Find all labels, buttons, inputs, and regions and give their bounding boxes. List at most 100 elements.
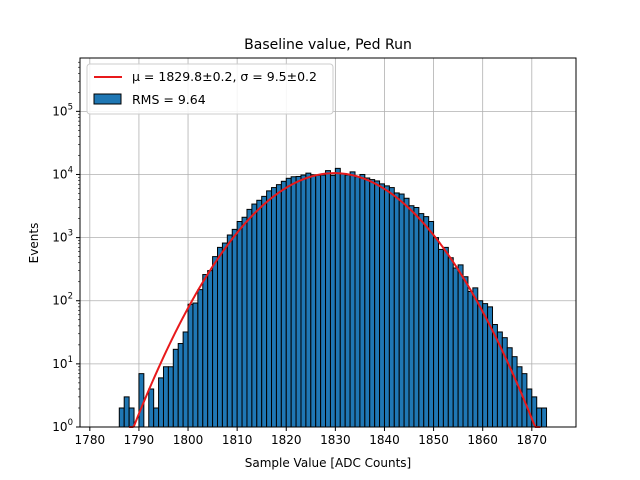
histogram-bar [354,176,361,428]
histogram-bar [516,366,523,428]
histogram-bar [226,234,233,428]
legend-box [86,63,334,115]
histogram-bar [374,180,381,428]
histogram-bar [295,175,302,428]
histogram-bar [177,343,184,428]
histogram-bar [172,348,179,428]
histogram-bar [320,174,327,428]
histogram-bar [241,216,248,428]
x-tick-label: 1850 [418,433,449,447]
histogram-bar [423,216,430,428]
histogram-bar [167,366,174,428]
histogram-bar [202,274,209,428]
histogram-bar [261,195,268,428]
x-tick-label: 1810 [222,433,253,447]
legend-histogram-label: RMS = 9.64 [132,92,206,107]
histogram-bar [379,183,385,428]
histogram-bar [305,172,312,428]
x-tick-label: 1860 [467,433,498,447]
histogram-bar [197,289,204,428]
histogram-bar [325,170,331,428]
legend-histogram-swatch [93,93,122,105]
histogram-bar [329,174,336,428]
histogram-bar [217,246,223,428]
histogram-bar [447,257,454,428]
histogram-bar [369,179,376,428]
histogram-bar [290,176,297,428]
axis-ticks: 1780 1790 1800 1810 1820 1830 1840 1850 1860 1870… [52,61,548,447]
histogram-bar [506,347,513,428]
histogram-bar [349,171,356,428]
chart-title: Baseline value, Ped Run [244,37,412,53]
y-tick-label: 101 [52,355,73,371]
legend: μ = 1829.8±0.2, σ = 9.5±0.2 RMS = 9.64 [86,63,334,115]
histogram-bar [433,237,439,428]
y-axis-label: Events [27,223,41,264]
histogram-bar [457,264,464,428]
y-tick-label: 103 [52,229,73,245]
histogram-bar [310,174,317,428]
x-tick-label: 1870 [517,433,548,447]
histogram-bar [315,174,322,428]
histogram-bar [153,407,160,428]
histogram-bar [442,246,449,428]
histogram-bar [123,396,130,428]
histogram-bar [398,193,405,428]
histogram-bar [246,208,253,428]
y-tick-label: 102 [52,292,73,308]
histogram-bar [300,174,307,428]
histogram-bar [118,407,125,428]
plot-frame [79,57,577,428]
histogram-bar [271,187,277,428]
histogram-bar [472,287,479,428]
histogram-bar [383,185,390,428]
histogram-bar [477,300,484,428]
y-tick-label: 104 [52,165,73,181]
histogram-bar [256,199,263,428]
histogram-bar [536,407,543,428]
histogram-bar [482,303,489,428]
x-tick-label: 1820 [271,433,302,447]
histogram-bar [128,407,135,428]
histogram-bar [275,184,282,428]
histogram-bar [162,366,169,428]
histogram-bar [467,291,474,428]
histogram-bar [148,388,155,428]
histogram-bar [221,242,228,428]
histogram-bar [541,407,548,428]
histogram-bar [280,180,287,428]
histogram-bar [452,267,459,428]
histogram-bar [231,228,238,428]
histogram-bar [403,197,410,428]
histogram-bar [251,203,258,428]
histogram-bar [182,331,189,428]
histogram-bar [236,220,243,428]
gaussian-fit-line [129,172,541,428]
histogram-bar [428,220,435,428]
x-tick-label: 1780 [75,433,106,447]
x-tick-label: 1790 [124,433,155,447]
histogram-bar [158,377,164,428]
histogram-bar [388,187,395,428]
histogram-bar [207,270,214,428]
histogram-bar [334,167,341,428]
x-tick-label: 1840 [369,433,400,447]
y-tick-label: 100 [52,418,73,434]
histogram-bar [285,177,292,428]
histogram-bar [212,256,219,428]
histogram-bar [138,373,145,428]
histogram-bar [364,177,371,428]
x-tick-label: 1800 [173,433,204,447]
x-axis-label: Sample Value [ADC Counts] [245,456,411,470]
histogram-bar [339,173,346,428]
histogram-bar [408,205,415,428]
histogram-bar [266,190,273,428]
histogram-bar [359,173,366,428]
histogram-bar [437,248,444,428]
histogram-bar [418,213,425,428]
y-tick-label: 105 [52,102,73,118]
histogram-bar [511,356,518,428]
histogram-bar [413,206,420,428]
histogram-bar [192,302,199,428]
